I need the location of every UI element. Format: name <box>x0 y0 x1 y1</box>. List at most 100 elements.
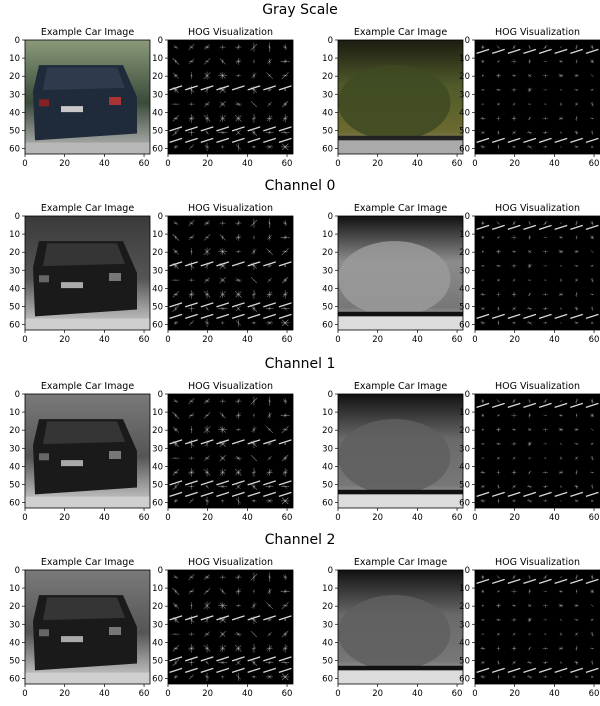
y-tick-label: 20 <box>459 248 470 258</box>
y-tick-label: 20 <box>322 248 333 258</box>
y-tick-label: 60 <box>322 321 333 331</box>
y-tick-label: 30 <box>459 444 470 454</box>
y-tick-label: 50 <box>9 656 20 666</box>
x-tick-label: 0 <box>335 513 340 523</box>
y-tick-label: 50 <box>459 126 470 136</box>
y-tick-label: 0 <box>465 36 470 46</box>
hog-background <box>475 570 600 684</box>
license-plate <box>61 636 83 642</box>
hog-gradient-line <box>576 90 577 91</box>
x-tick-label: 20 <box>59 513 70 523</box>
y-tick-label: 10 <box>459 54 470 64</box>
panel-title: HOG Visualization <box>495 203 580 214</box>
y-tick-label: 30 <box>9 444 20 454</box>
x-tick-label: 40 <box>412 689 423 699</box>
hog-gradient-line <box>576 444 577 445</box>
hog-background <box>168 216 293 330</box>
hog-gradient-line <box>576 266 577 267</box>
y-tick-label: 40 <box>152 638 163 648</box>
panel-image <box>338 394 463 508</box>
y-tick-label: 40 <box>9 108 20 118</box>
y-tick-label: 50 <box>459 656 470 666</box>
x-tick-label: 40 <box>99 159 110 169</box>
car-rear-window <box>43 421 125 444</box>
x-tick-label: 60 <box>589 689 600 699</box>
y-tick-label: 20 <box>152 72 163 82</box>
x-tick-label: 0 <box>335 689 340 699</box>
tree-foliage <box>338 65 451 140</box>
y-tick-label: 10 <box>459 408 470 418</box>
x-tick-label: 20 <box>372 159 383 169</box>
y-tick-label: 50 <box>152 480 163 490</box>
car-rear-window <box>43 597 125 620</box>
hog-gradient-line <box>529 308 530 309</box>
road <box>25 497 150 508</box>
y-tick-label: 20 <box>322 72 333 82</box>
y-tick-label: 40 <box>322 462 333 472</box>
panel-title: HOG Visualization <box>188 203 273 214</box>
tail-light <box>39 99 49 106</box>
hog-gradient-line <box>529 662 530 663</box>
x-tick-label: 0 <box>22 689 27 699</box>
x-tick-label: 40 <box>99 513 110 523</box>
x-tick-label: 20 <box>202 159 213 169</box>
tail-light <box>109 451 121 459</box>
x-tick-label: 40 <box>99 335 110 345</box>
y-tick-label: 50 <box>459 480 470 490</box>
road <box>25 143 150 154</box>
y-tick-label: 30 <box>9 620 20 630</box>
y-tick-label: 50 <box>9 302 20 312</box>
guard-rail <box>338 136 463 141</box>
x-tick-label: 20 <box>372 335 383 345</box>
x-tick-label: 60 <box>282 689 293 699</box>
y-tick-label: 40 <box>9 462 20 472</box>
y-tick-label: 20 <box>459 426 470 436</box>
y-tick-label: 40 <box>9 284 20 294</box>
y-tick-label: 0 <box>328 212 333 222</box>
y-tick-label: 0 <box>158 36 163 46</box>
panel-image <box>168 216 293 330</box>
y-tick-label: 10 <box>9 584 20 594</box>
x-tick-label: 0 <box>165 335 170 345</box>
x-tick-label: 40 <box>412 335 423 345</box>
panel-image <box>168 40 293 154</box>
y-tick-label: 10 <box>152 54 163 64</box>
road <box>25 319 150 330</box>
y-tick-label: 0 <box>158 566 163 576</box>
x-tick-label: 40 <box>242 159 253 169</box>
x-tick-label: 20 <box>202 335 213 345</box>
guard-rail <box>338 312 463 317</box>
y-tick-label: 0 <box>15 390 20 400</box>
hog-background <box>168 394 293 508</box>
panel-image <box>338 570 463 684</box>
y-tick-label: 20 <box>459 72 470 82</box>
tree-foliage <box>338 241 451 316</box>
y-tick-label: 40 <box>152 108 163 118</box>
x-tick-label: 60 <box>589 159 600 169</box>
y-tick-label: 20 <box>9 426 20 436</box>
y-tick-label: 60 <box>152 675 163 685</box>
x-tick-label: 20 <box>372 513 383 523</box>
y-tick-label: 10 <box>322 584 333 594</box>
y-tick-label: 20 <box>322 426 333 436</box>
y-tick-label: 0 <box>328 390 333 400</box>
tail-light <box>39 275 49 282</box>
y-tick-label: 10 <box>322 230 333 240</box>
guard-rail <box>338 666 463 671</box>
x-tick-label: 0 <box>472 335 477 345</box>
y-tick-label: 0 <box>158 390 163 400</box>
car-rear-window <box>43 67 125 90</box>
